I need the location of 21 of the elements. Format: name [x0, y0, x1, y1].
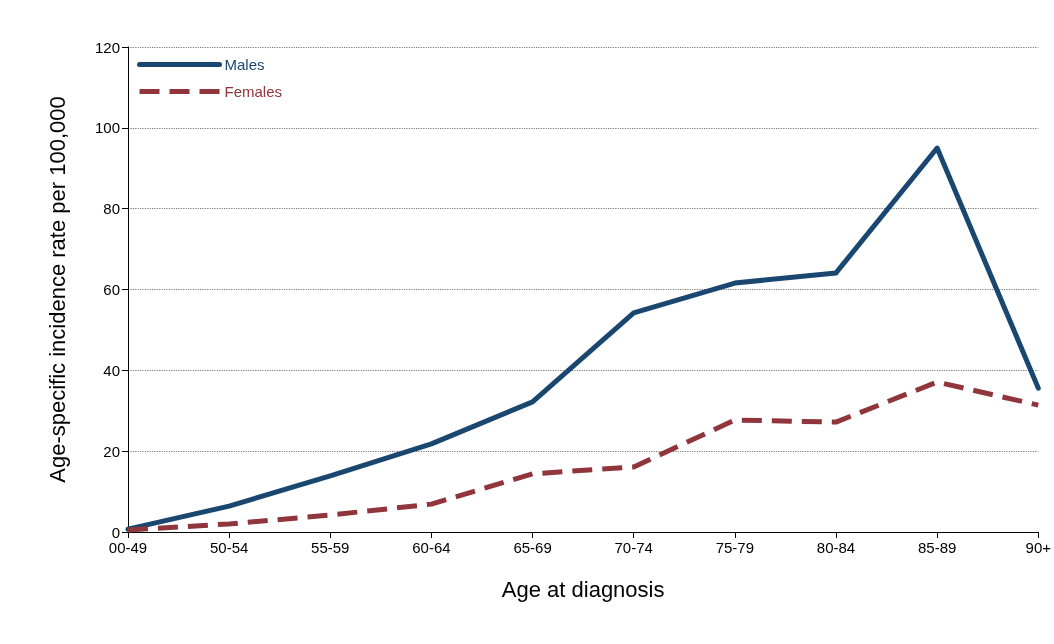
x-tick-label: 75-79 [715, 539, 755, 556]
y-tick-label: 100 [94, 119, 120, 137]
x-axis-title: Age at diagnosis [501, 576, 665, 602]
y-axis-title: Age-specific incidence rate per 100,000 [44, 96, 70, 483]
x-tick-label: 00-49 [108, 539, 148, 556]
text: Males [224, 56, 265, 73]
y-tick-label: 40 [103, 361, 120, 379]
y-tick-label: 120 [94, 38, 120, 56]
x-tick-label: 50-54 [209, 539, 249, 556]
x-tick-label: 85-89 [917, 539, 957, 556]
x-tick-label: 55-59 [311, 539, 350, 556]
x-tick-label: 60-64 [412, 539, 451, 556]
text: Females [224, 83, 283, 100]
y-tick-label: 0 [111, 523, 120, 541]
x-tick-label: 70-74 [614, 539, 653, 556]
x-tick-label: 80-84 [816, 539, 856, 556]
x-tick-label: 65-69 [513, 539, 552, 556]
y-tick-label: 80 [103, 200, 120, 218]
y-tick-label: 20 [103, 442, 120, 460]
x-tick-label: 90+ [1025, 539, 1052, 556]
y-tick-label: 60 [103, 281, 120, 298]
